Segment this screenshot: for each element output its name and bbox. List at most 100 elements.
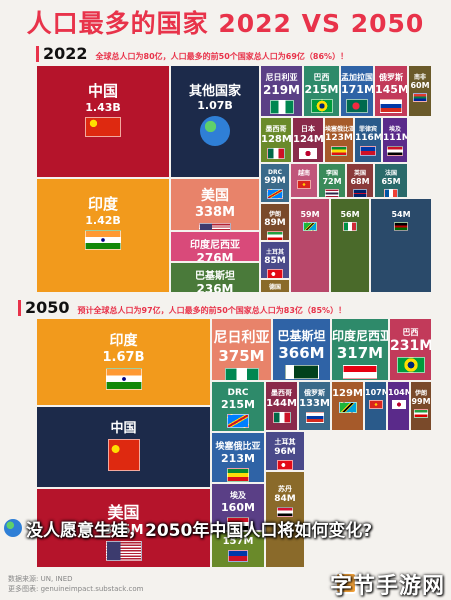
treemap-cell: 印度 1.42B [36,178,170,293]
country-name: 巴基斯坦 [277,329,326,343]
globe-icon [200,116,230,146]
population-value: 123M [325,133,353,143]
treemap-cell: 104M [387,381,410,431]
treemap-cell: 其他国家 1.07B [170,65,260,178]
country-name: 印度 [109,333,138,349]
population-value: 54M [391,210,411,219]
country-name: 埃及 [230,491,246,500]
population-value: 59M [300,210,320,219]
treemap-cell: 尼日利亚 375M [211,318,272,381]
treemap-cell: 南非 60M [408,65,432,117]
footer-source: 数据来源: UN, INED [8,575,73,583]
population-value: 160M [221,501,255,514]
population-value: 96M [274,447,296,457]
watermark: 字节手游网 [329,574,445,599]
population-value: 104M [388,388,409,397]
treemap-cell: 尼日利亚 219M [260,65,303,117]
treemap-cell: 59M [290,198,330,293]
population-value: 124M [293,134,324,145]
population-value: 133M [299,398,330,409]
country-name: 俄罗斯 [379,73,403,82]
ethiopia-flag-icon [227,468,249,482]
country-name: 法国 [384,170,397,177]
treemap-cell: 中国 [36,406,211,488]
population-value: 72M [322,177,342,186]
kenya-flag-icon [394,222,408,231]
drc-flag-icon [267,189,283,199]
egypt-flag-icon [227,517,249,530]
japan-flag-icon [391,400,406,409]
sudan-flag-icon [277,507,293,517]
video-caption: 没人愿意生娃，2050年中国人口将如何变化? [4,515,449,541]
country-name: 埃塞俄比亚 [325,126,354,133]
population-value: 215M [221,398,255,411]
treemap-cell: 德国83M [260,279,290,293]
population-value: 215M [304,83,339,96]
country-name: 印度尼西亚 [190,240,240,251]
treemap-cell: 伊朗 99M [410,381,432,431]
section-note: 全球总人口为80亿，人口最多的前50个国家总人口为69亿（86%）！ [95,52,349,61]
mexico-flag-icon [267,148,285,159]
treemap-cell: 埃及 111M [382,117,408,163]
treemap-2050: 印度1.67B其他国家1.41B中国美国375M尼日利亚375M巴基斯坦366M… [36,318,432,568]
treemap-cell: 俄罗斯 133M [298,381,331,431]
population-value: 219M [263,83,300,97]
country-name: 墨西哥 [271,389,292,397]
population-value: 83M [261,291,289,292]
india-flag-icon [105,368,142,390]
treemap-cell: 巴基斯坦 366M [272,318,331,381]
treemap-cell: 157M [211,531,265,568]
treemap-cell: 埃塞俄比亚 123M [324,117,354,163]
country-name: 苏丹 [278,485,292,493]
population-value: 99M [264,176,286,186]
population-value: 84M [274,494,296,504]
section-year: 2022 [43,44,88,63]
country-name: 俄罗斯 [304,389,325,397]
country-name: 埃塞俄比亚 [215,442,261,452]
chart-title: 人口最多的国家 2022 VS 2050 [26,9,425,38]
treemap-cell: 107M [364,381,387,431]
philippines-flag-icon [360,146,376,156]
treemap-cell: 孟加拉国 171M [340,65,374,117]
section-year: 2050 [25,298,70,317]
country-name: 墨西哥 [265,125,287,133]
country-name: 巴西 [313,73,330,82]
treemap-cell: 埃塞俄比亚 213M [211,432,265,483]
country-name: 德国 [268,284,281,291]
iran-flag-icon [267,231,283,240]
iran-flag-icon [414,409,428,418]
population-value: 375M [103,523,144,538]
population-value: 99M [411,397,431,406]
treemap-cell: DRC 99M [260,163,290,203]
population-value: 128M [261,134,292,145]
section-2022-header: 2022 全球总人口为80亿，人口最多的前50个国家总人口为69亿（86%）！ [36,44,348,64]
country-name: 孟加拉国 [341,73,373,82]
treemap-cell: 伊朗 89M [260,203,290,241]
brazil-flag-icon [396,357,425,373]
population-value: 1.67B [102,350,145,365]
population-value: 338M [194,205,236,220]
population-value: 85M [264,256,286,266]
country-name: 尼日利亚 [213,330,270,346]
treemap-cell: 日本 124M [292,117,324,163]
nigeria-flag-icon [269,100,294,114]
footer-credit: 更多图表: genuineimpact.substack.com [8,585,144,593]
country-name: 印度 [87,195,118,213]
population-value: 1.07B [197,99,233,112]
population-value: 60M [410,81,430,90]
globe-icon [4,519,22,537]
country-name: 美国 [107,503,140,522]
southafrica-flag-icon [413,93,427,102]
treemap-cell: 129M [331,381,364,431]
tanzania-flag-icon [303,222,317,231]
indonesia-flag-icon [343,365,377,379]
country-name: DRC [267,169,282,176]
country-name: 日本 [301,125,315,133]
population-value: 276M [196,251,234,262]
thailand-flag-icon [325,189,339,197]
treemap-cell: 美国 375M [36,488,211,568]
treemap-cell: 美国 338M [170,178,260,231]
country-name: 土耳其 [274,438,296,446]
vietnam-flag-icon [368,400,383,409]
population-value: 144M [266,398,297,409]
